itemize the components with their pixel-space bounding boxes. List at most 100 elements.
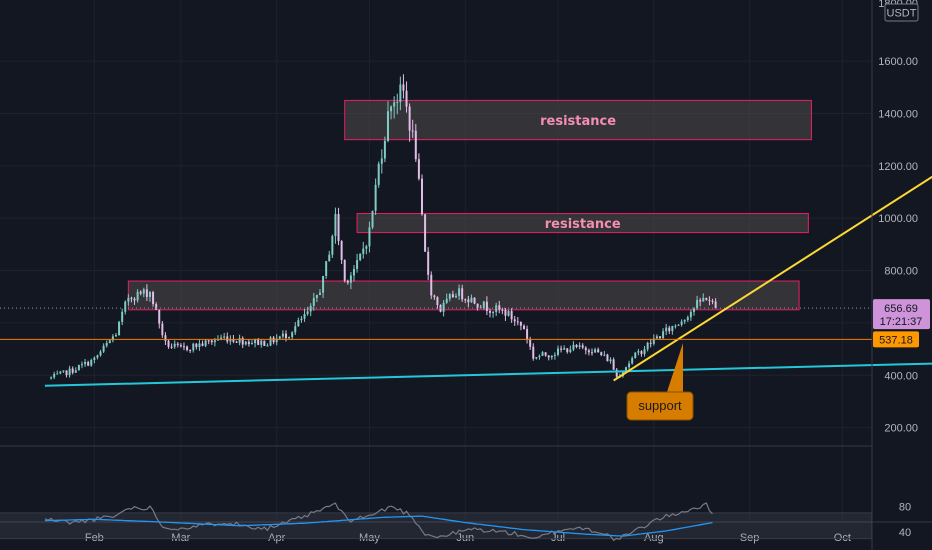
candle-body [513,319,516,322]
candle-body [80,364,83,366]
candle-body [87,361,90,366]
candle-body [161,323,164,336]
candle-body [371,210,374,228]
x-tick-label: Mar [171,532,190,544]
candle-body [482,301,485,308]
candle-body [142,289,145,294]
candle-body [640,351,643,354]
candle-body [288,337,291,339]
x-tick-label: Jul [551,532,565,544]
candle-body [668,327,671,332]
candle-body [213,340,216,343]
candle-body [223,336,226,338]
candle-body [315,294,318,299]
candle-body [84,361,87,365]
candle-body [624,367,627,372]
candle-body [322,275,325,293]
candle-body [658,336,661,339]
candle-body [254,339,257,344]
candle-body [74,370,77,373]
y-tick-label: 1400.00 [878,108,918,120]
candle-body [538,355,541,358]
candle-body [312,298,315,306]
resistance-zone [356,212,809,234]
candle-body [93,357,96,361]
candle-body [318,292,321,295]
candle-body [563,348,566,350]
x-tick-label: Jun [456,532,474,544]
y-tick-label: 1200.00 [878,161,918,173]
candle-body [553,354,556,356]
candle-body [634,352,637,359]
zones-layer: resistance resistance [127,99,812,311]
candle-body [359,253,362,261]
candle-body [597,349,600,353]
rsi-band [0,512,872,539]
candle-body [176,343,179,345]
candle-body [121,311,124,322]
support-label: support [638,398,682,413]
candle-body [649,342,652,344]
resistance-zone [127,280,800,311]
candle-body [417,159,420,179]
candle-body [550,355,553,358]
currency-badge[interactable] [884,3,919,22]
x-tick-label: Aug [644,532,664,544]
candle-body [155,304,158,310]
candle-body [229,338,232,342]
candle-body [130,297,133,299]
candle-body [390,106,393,112]
candle-body [148,292,151,297]
candle-body [284,333,287,339]
candle-body [485,301,488,311]
candle-body [111,336,114,341]
candle-body [186,346,189,350]
support-callout [626,391,694,421]
candle-body [244,341,247,345]
last-price-countdown: 17:21:37 [880,316,923,328]
candle-body [77,365,80,371]
candle-body [581,345,584,348]
candle-body [377,163,380,185]
candle-body [430,274,433,296]
candle-body [105,342,108,346]
candle-body [297,320,300,327]
candle-body [566,348,569,353]
candle-body [677,324,680,326]
candle-body [575,344,578,347]
candle-body [102,345,105,352]
candle-body [343,259,346,281]
candle-body [516,321,519,323]
candle-body [600,352,603,356]
candle-body [306,311,309,315]
candle-body [689,311,692,318]
candle-body [352,268,355,276]
candle-body [464,299,467,301]
marked-level-value: 537.18 [879,334,913,346]
candle-body [118,321,121,336]
candle-body [393,102,396,107]
candle-body [309,305,312,312]
candle-body [65,370,68,376]
y-tick-label: 1600.00 [878,56,918,68]
candle-body [281,333,284,337]
candle-body [414,130,417,160]
candle-body [362,248,365,254]
candle-body [451,294,454,298]
candle-body [334,214,337,237]
candle-body [628,363,631,368]
candle-body [692,308,695,312]
candle-body [402,84,405,91]
candle-body [170,346,173,348]
candle-body [424,214,427,252]
candle-body [541,352,544,356]
marked-level-tag [873,331,919,348]
candle-body [349,275,352,283]
rsi-tick-label: 80 [899,501,911,513]
candle-body [207,340,210,342]
candle-body [139,291,142,294]
candle-body [686,317,689,320]
candle-body [62,370,65,372]
candle-body [405,90,408,107]
